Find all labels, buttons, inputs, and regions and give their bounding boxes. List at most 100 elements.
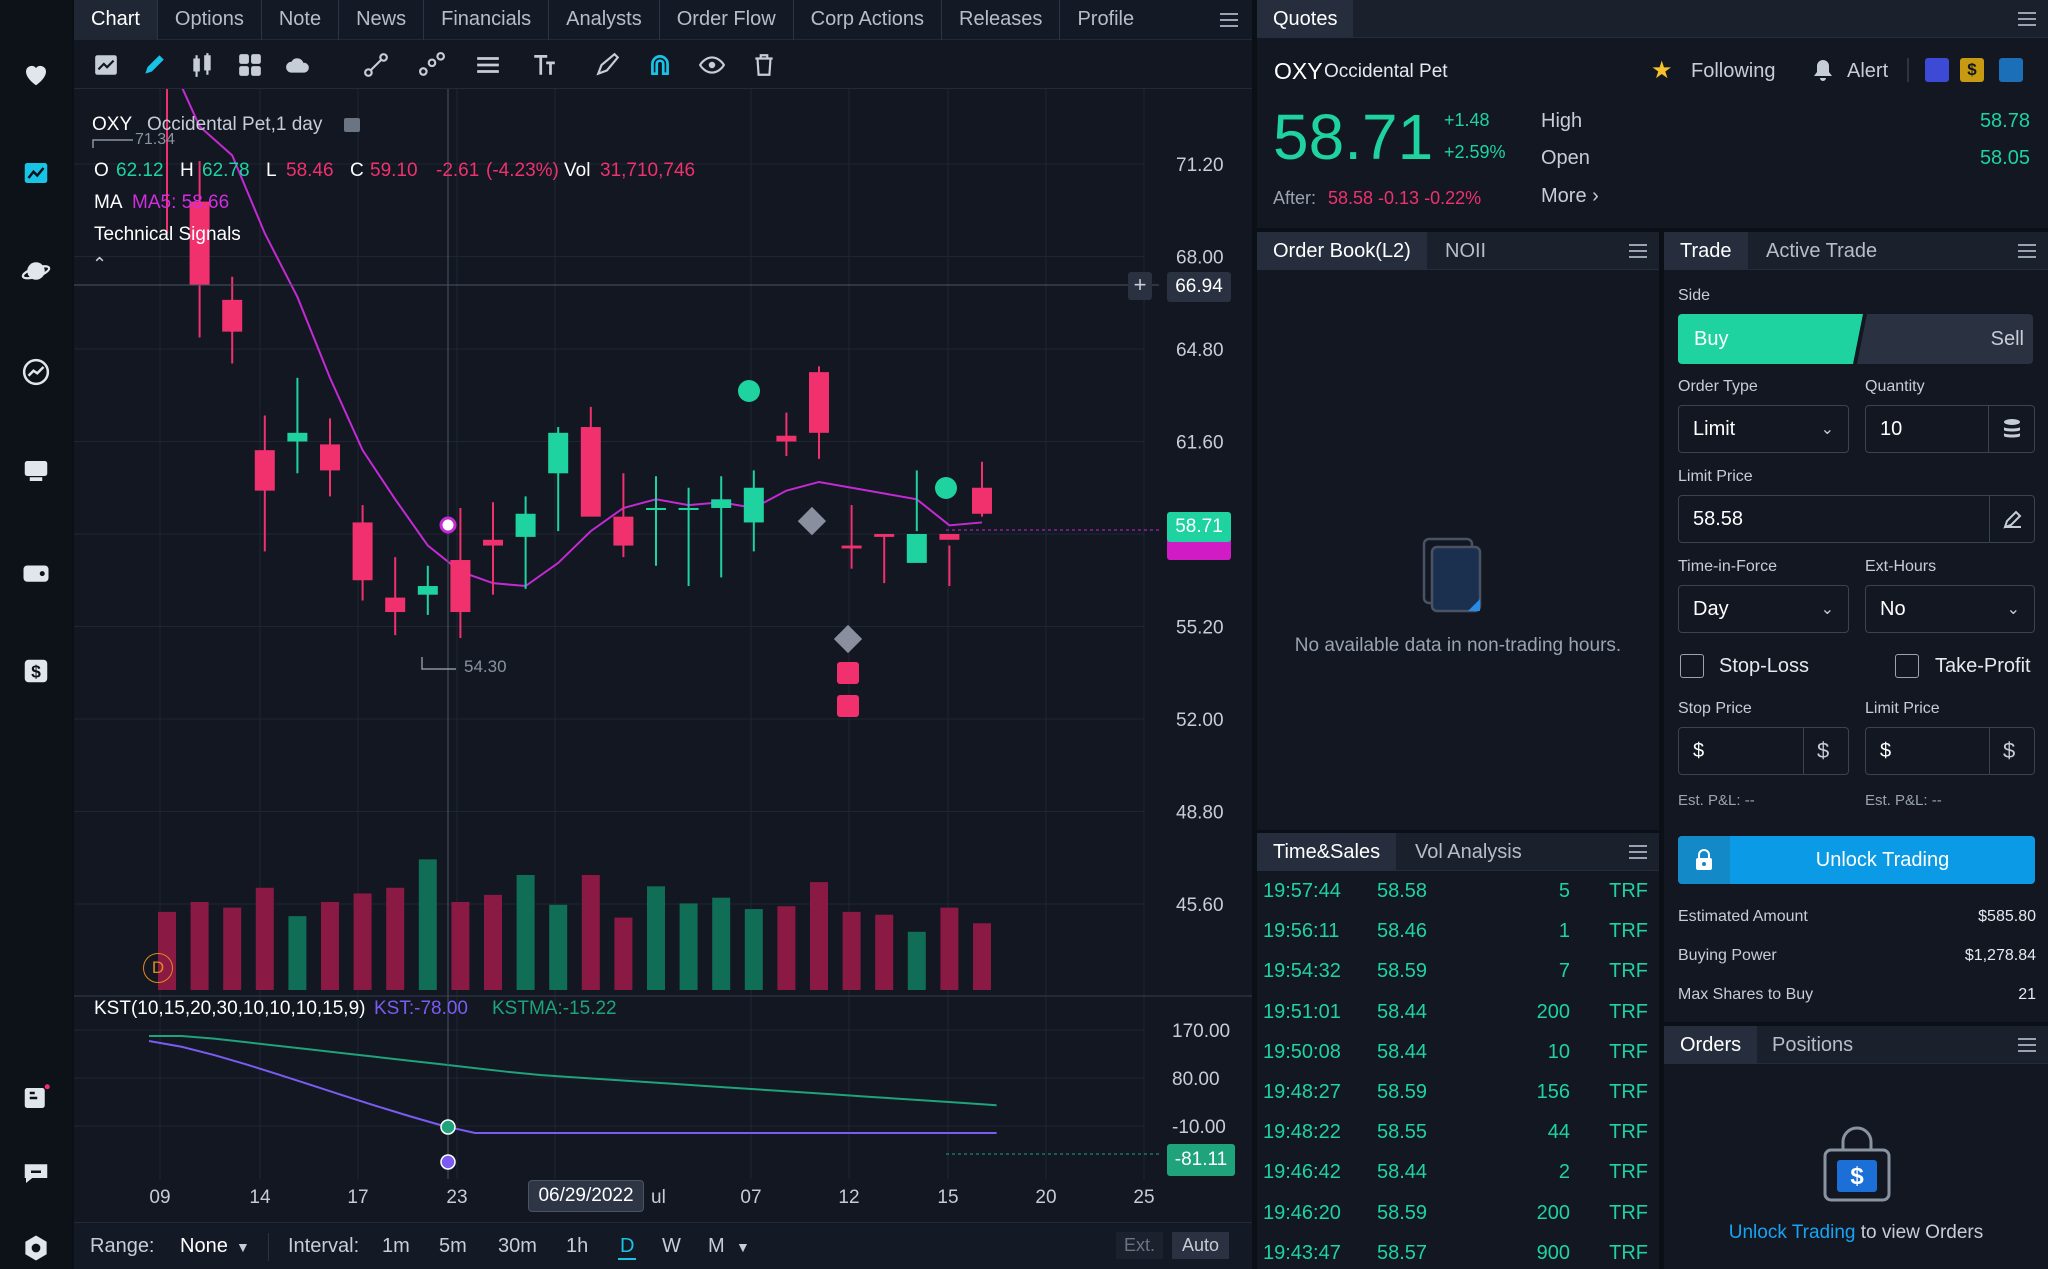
tab-profile[interactable]: Profile <box>1077 8 1135 30</box>
following-button[interactable]: Following <box>1691 60 1776 82</box>
volume-bar <box>907 931 926 990</box>
chart-mini-icon[interactable] <box>1925 58 1949 82</box>
tab-quotes[interactable]: Quotes <box>1257 0 1354 38</box>
take-profit-price-input[interactable]: $ $ <box>1865 727 2035 775</box>
wallet-icon[interactable] <box>20 557 52 589</box>
interval-30m[interactable]: 30m <box>498 1235 537 1257</box>
tab-releases[interactable]: Releases <box>942 0 1061 40</box>
note-icon[interactable] <box>344 118 360 132</box>
brush-icon[interactable] <box>592 49 624 81</box>
tab-trade[interactable]: Trade <box>1664 232 1748 270</box>
heart-icon[interactable] <box>20 58 52 90</box>
interval-1h[interactable]: 1h <box>566 1235 589 1257</box>
interval-d[interactable]: D <box>618 1235 637 1260</box>
cloud-icon[interactable] <box>282 49 314 81</box>
interval-caret-icon[interactable]: ▼ <box>736 1239 750 1255</box>
star-icon[interactable]: ★ <box>1651 57 1673 84</box>
interval-5m[interactable]: 5m <box>439 1235 467 1257</box>
tab-positions[interactable]: Positions <box>1772 1033 1854 1056</box>
tab-corp-actions[interactable]: Corp Actions <box>794 0 943 40</box>
trash-icon[interactable] <box>748 49 780 81</box>
dollar-icon[interactable]: $ <box>2003 738 2016 763</box>
eye-icon[interactable] <box>696 49 728 81</box>
volume-bar <box>353 893 372 990</box>
buy-button[interactable]: Buy <box>1694 328 1729 350</box>
fib-tool-icon[interactable] <box>472 49 504 81</box>
interval-w[interactable]: W <box>662 1235 681 1257</box>
magnet-icon[interactable] <box>644 49 676 81</box>
layout-grid-icon[interactable] <box>234 49 266 81</box>
tab-note[interactable]: Note <box>262 0 340 40</box>
dollar-badge-icon[interactable]: $ <box>1960 58 1984 82</box>
add-alert-plus-icon[interactable]: + <box>1128 272 1152 300</box>
range-caret-icon[interactable]: ▼ <box>236 1239 250 1255</box>
planet-icon[interactable] <box>20 255 52 287</box>
auto-toggle[interactable]: Auto <box>1172 1232 1230 1259</box>
ts-time: 19:51:01 <box>1263 1000 1341 1023</box>
text-tool-icon[interactable] <box>528 49 560 81</box>
orders-menu-icon[interactable] <box>2018 1037 2036 1053</box>
kstma-line <box>149 1035 997 1107</box>
order-type-select[interactable]: Limit ⌄ <box>1678 405 1849 453</box>
multi-point-tool-icon[interactable] <box>416 49 448 81</box>
trade-menu-icon[interactable] <box>2018 243 2036 259</box>
chart-icon[interactable] <box>20 157 52 189</box>
kst-value: KST:-78.00 <box>374 998 468 1019</box>
ext-hours-select[interactable]: No ⌄ <box>1865 585 2035 633</box>
trend-badge-icon[interactable] <box>1999 58 2023 82</box>
tif-select[interactable]: Day ⌄ <box>1678 585 1849 633</box>
tab-financials[interactable]: Financials <box>424 0 550 40</box>
chat-icon[interactable] <box>20 1157 52 1189</box>
tab-active-trade[interactable]: Active Trade <box>1766 239 1878 262</box>
stack-icon[interactable] <box>2002 418 2022 440</box>
order-book-menu-icon[interactable] <box>1629 243 1647 259</box>
bell-icon[interactable] <box>1812 58 1834 82</box>
unlock-trading-button[interactable]: Unlock Trading <box>1678 836 2035 884</box>
chart-menu-icon[interactable] <box>1220 13 1238 27</box>
pencil-icon[interactable] <box>138 49 170 81</box>
line-chart-icon[interactable] <box>90 49 122 81</box>
price-chart[interactable]: 71.2068.0064.8061.6058.4055.2052.0048.80… <box>74 89 1252 1222</box>
dollar-icon[interactable]: $ <box>20 655 52 687</box>
edit-pencil-icon[interactable] <box>2003 509 2023 529</box>
alert-button[interactable]: Alert <box>1847 60 1889 82</box>
notebook-icon[interactable] <box>20 1082 52 1114</box>
range-select[interactable]: None <box>180 1235 228 1257</box>
tab-options[interactable]: Options <box>158 0 262 40</box>
stop-price-input[interactable]: $ $ <box>1678 727 1849 775</box>
candles-icon[interactable] <box>186 49 218 81</box>
ts-exchange: TRF <box>1609 1201 1648 1224</box>
dollar-icon[interactable]: $ <box>1817 738 1830 763</box>
dividend-marker[interactable]: D <box>143 953 173 983</box>
trendline-tool-icon[interactable] <box>360 49 392 81</box>
tab-orders[interactable]: Orders <box>1664 1026 1758 1064</box>
limit-price-input[interactable]: 58.58 <box>1678 495 2035 543</box>
settings-icon[interactable] <box>20 1232 52 1264</box>
tab-noii[interactable]: NOII <box>1445 239 1487 262</box>
tab-chart[interactable]: Chart <box>74 0 158 40</box>
tab-news[interactable]: News <box>339 0 425 40</box>
interval-m[interactable]: M <box>708 1235 725 1257</box>
interval-1m[interactable]: 1m <box>382 1235 410 1257</box>
take-profit-checkbox[interactable] <box>1895 654 1919 678</box>
trend-icon[interactable] <box>20 356 52 388</box>
sell-button[interactable]: Sell <box>1990 328 2024 350</box>
tab-time-sales[interactable]: Time&Sales <box>1257 833 1397 871</box>
tab-order-book[interactable]: Order Book(L2) <box>1257 232 1427 270</box>
time-sales-row: 19:43:47 58.57 900 TRF <box>1257 1233 1659 1269</box>
technical-signals-label[interactable]: Technical Signals <box>94 224 241 245</box>
ext-toggle[interactable]: Ext. <box>1116 1232 1164 1259</box>
quantity-input[interactable]: 10 <box>1865 405 2035 453</box>
more-link[interactable]: More › <box>1541 185 1599 207</box>
kst-label[interactable]: KST(10,15,20,30,10,10,10,15,9) <box>94 998 366 1019</box>
unlock-trading-link[interactable]: Unlock Trading <box>1728 1222 1856 1243</box>
stop-loss-checkbox[interactable] <box>1680 654 1704 678</box>
tab-vol-analysis[interactable]: Vol Analysis <box>1415 840 1522 863</box>
screen-icon[interactable] <box>20 455 52 487</box>
tab-analysts[interactable]: Analysts <box>549 0 660 40</box>
ma-label[interactable]: MA <box>94 192 123 213</box>
collapse-chevron-icon[interactable]: ⌃ <box>92 254 108 274</box>
time-sales-menu-icon[interactable] <box>1629 844 1647 860</box>
tab-order-flow[interactable]: Order Flow <box>660 0 794 40</box>
quotes-menu-icon[interactable] <box>2018 11 2036 27</box>
